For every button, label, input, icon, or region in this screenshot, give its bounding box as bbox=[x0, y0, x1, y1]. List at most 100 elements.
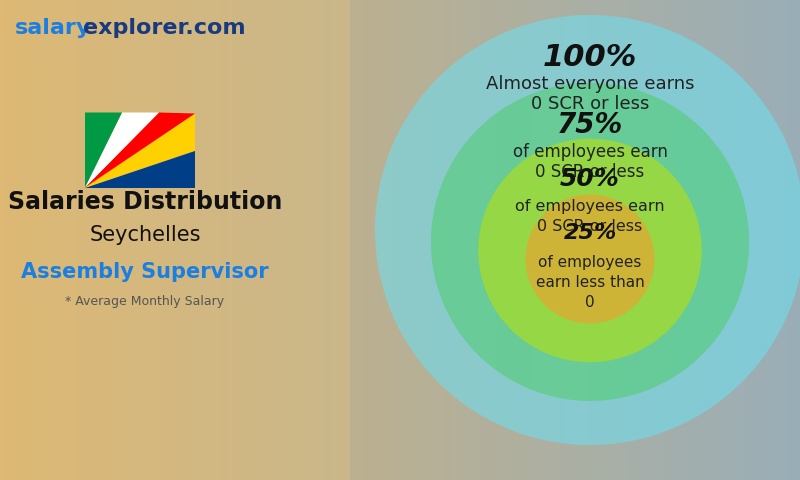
Bar bbox=[512, 0, 517, 480]
Bar bbox=[772, 0, 777, 480]
Bar bbox=[120, 0, 125, 480]
Bar bbox=[376, 0, 381, 480]
Bar bbox=[68, 0, 73, 480]
Bar bbox=[188, 0, 193, 480]
Bar bbox=[676, 0, 681, 480]
Polygon shape bbox=[85, 112, 159, 188]
Bar bbox=[84, 0, 89, 480]
Bar bbox=[148, 0, 153, 480]
Bar bbox=[24, 0, 29, 480]
Bar bbox=[232, 0, 237, 480]
Bar bbox=[64, 0, 69, 480]
Bar bbox=[416, 0, 421, 480]
Bar bbox=[112, 0, 117, 480]
Bar bbox=[196, 0, 201, 480]
Bar bbox=[200, 0, 205, 480]
Bar bbox=[548, 0, 553, 480]
Bar bbox=[488, 0, 493, 480]
Bar bbox=[620, 0, 625, 480]
Bar bbox=[752, 0, 757, 480]
Bar bbox=[472, 0, 477, 480]
Bar bbox=[556, 0, 561, 480]
Bar bbox=[136, 0, 141, 480]
Bar bbox=[300, 0, 305, 480]
Bar bbox=[708, 0, 713, 480]
Bar bbox=[292, 0, 297, 480]
Bar bbox=[628, 0, 633, 480]
Bar bbox=[40, 0, 45, 480]
Bar bbox=[468, 0, 473, 480]
Bar bbox=[252, 0, 257, 480]
Bar bbox=[92, 0, 97, 480]
Bar bbox=[652, 0, 657, 480]
Bar bbox=[384, 0, 389, 480]
Bar bbox=[700, 0, 705, 480]
Bar bbox=[316, 0, 321, 480]
Bar bbox=[104, 0, 109, 480]
Bar bbox=[632, 0, 637, 480]
Bar bbox=[596, 0, 601, 480]
Bar bbox=[572, 0, 577, 480]
Bar bbox=[224, 0, 229, 480]
Text: 0 SCR or less: 0 SCR or less bbox=[535, 163, 645, 181]
Bar bbox=[348, 0, 353, 480]
Bar bbox=[220, 0, 225, 480]
Bar bbox=[616, 0, 621, 480]
Bar bbox=[108, 0, 113, 480]
Bar bbox=[656, 0, 661, 480]
Bar bbox=[524, 0, 529, 480]
Bar bbox=[412, 0, 417, 480]
Text: 0 SCR or less: 0 SCR or less bbox=[538, 218, 642, 234]
Bar bbox=[0, 0, 350, 480]
Text: Salaries Distribution: Salaries Distribution bbox=[8, 190, 282, 214]
Bar bbox=[88, 0, 93, 480]
Bar bbox=[720, 0, 725, 480]
Bar bbox=[432, 0, 437, 480]
Bar bbox=[180, 0, 185, 480]
Bar bbox=[584, 0, 589, 480]
Text: Assembly Supervisor: Assembly Supervisor bbox=[21, 262, 269, 282]
Bar bbox=[172, 0, 177, 480]
Bar bbox=[644, 0, 649, 480]
Bar bbox=[184, 0, 189, 480]
Bar bbox=[740, 0, 745, 480]
Bar bbox=[100, 0, 105, 480]
Bar bbox=[144, 0, 149, 480]
Bar bbox=[636, 0, 641, 480]
Bar bbox=[44, 0, 49, 480]
Bar bbox=[368, 0, 373, 480]
Bar bbox=[492, 0, 497, 480]
Bar bbox=[324, 0, 329, 480]
Text: explorer.com: explorer.com bbox=[83, 18, 246, 38]
Bar bbox=[116, 0, 121, 480]
Bar bbox=[32, 0, 37, 480]
Bar bbox=[528, 0, 533, 480]
Bar bbox=[288, 0, 293, 480]
Bar bbox=[204, 0, 209, 480]
Bar bbox=[152, 0, 157, 480]
Bar bbox=[28, 0, 33, 480]
Bar bbox=[560, 0, 565, 480]
Bar bbox=[564, 0, 569, 480]
Bar bbox=[760, 0, 765, 480]
Bar bbox=[576, 0, 581, 480]
Bar bbox=[712, 0, 717, 480]
Bar bbox=[256, 0, 261, 480]
Bar bbox=[328, 0, 333, 480]
Bar bbox=[684, 0, 689, 480]
Bar bbox=[60, 0, 65, 480]
Bar bbox=[364, 0, 369, 480]
Bar bbox=[588, 0, 593, 480]
Bar bbox=[308, 0, 313, 480]
Bar bbox=[680, 0, 685, 480]
Bar bbox=[336, 0, 341, 480]
Text: of employees earn: of employees earn bbox=[515, 199, 665, 214]
Bar bbox=[780, 0, 785, 480]
Bar bbox=[544, 0, 549, 480]
Bar bbox=[796, 0, 800, 480]
Bar bbox=[480, 0, 485, 480]
Bar bbox=[4, 0, 9, 480]
Text: 50%: 50% bbox=[560, 167, 620, 191]
Bar bbox=[208, 0, 213, 480]
Bar bbox=[704, 0, 709, 480]
